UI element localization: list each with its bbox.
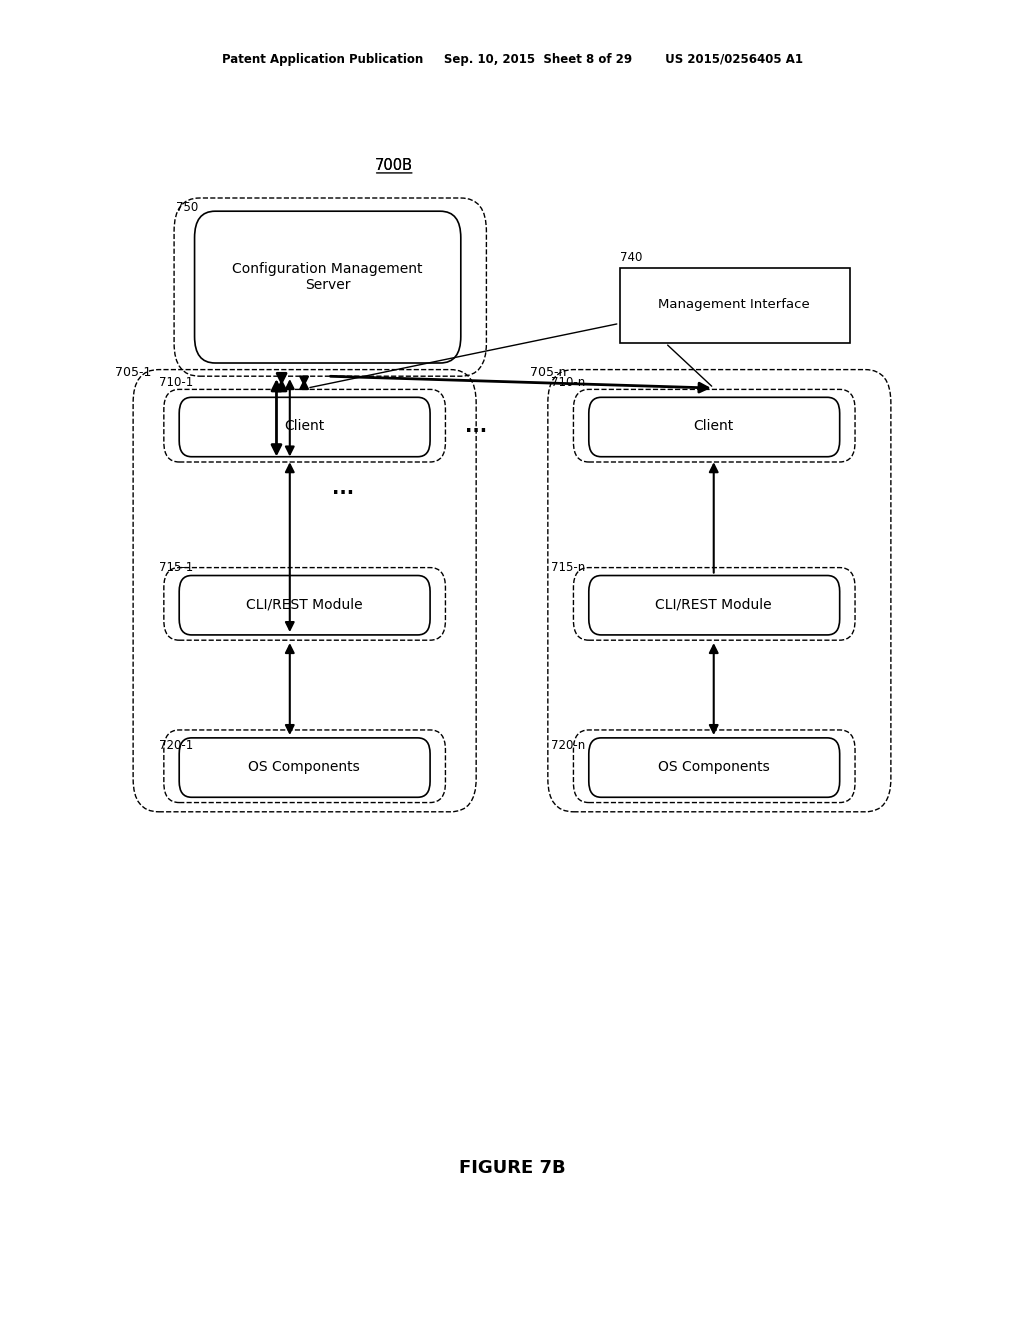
Text: 700B: 700B xyxy=(375,157,414,173)
Text: 715-n: 715-n xyxy=(551,561,585,574)
FancyBboxPatch shape xyxy=(620,268,850,343)
Text: FIGURE 7B: FIGURE 7B xyxy=(459,1159,565,1177)
Text: 750: 750 xyxy=(176,201,199,214)
Text: 720-1: 720-1 xyxy=(159,739,193,752)
Text: Client: Client xyxy=(284,420,325,433)
Text: OS Components: OS Components xyxy=(248,760,360,774)
FancyBboxPatch shape xyxy=(589,397,840,457)
Text: 715-1: 715-1 xyxy=(159,561,193,574)
FancyBboxPatch shape xyxy=(195,211,461,363)
Text: CLI/REST Module: CLI/REST Module xyxy=(655,598,772,611)
FancyBboxPatch shape xyxy=(179,738,430,797)
FancyBboxPatch shape xyxy=(179,576,430,635)
Text: 710-n: 710-n xyxy=(551,376,585,389)
FancyBboxPatch shape xyxy=(179,397,430,457)
Text: ...: ... xyxy=(465,417,487,436)
Text: 710-1: 710-1 xyxy=(159,376,193,389)
FancyBboxPatch shape xyxy=(589,738,840,797)
Text: Configuration Management
Server: Configuration Management Server xyxy=(232,263,423,292)
Text: Patent Application Publication     Sep. 10, 2015  Sheet 8 of 29        US 2015/0: Patent Application Publication Sep. 10, … xyxy=(221,53,803,66)
Text: 705-1: 705-1 xyxy=(115,366,152,379)
Text: ...: ... xyxy=(332,479,354,498)
Text: 705-n: 705-n xyxy=(529,366,566,379)
Text: CLI/REST Module: CLI/REST Module xyxy=(246,598,362,611)
Text: 720-n: 720-n xyxy=(551,739,585,752)
Text: 740: 740 xyxy=(620,251,642,264)
Text: Management Interface: Management Interface xyxy=(658,298,810,312)
Text: 700B: 700B xyxy=(375,157,414,173)
Text: Client: Client xyxy=(693,420,734,433)
FancyBboxPatch shape xyxy=(589,576,840,635)
Text: OS Components: OS Components xyxy=(657,760,770,774)
